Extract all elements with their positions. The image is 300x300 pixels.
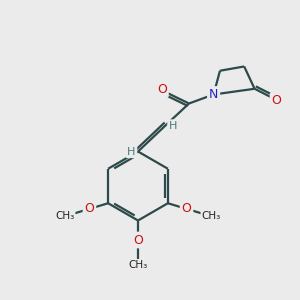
- Text: CH₃: CH₃: [56, 211, 75, 221]
- Text: O: O: [157, 83, 167, 96]
- Text: H: H: [169, 121, 177, 131]
- Text: CH₃: CH₃: [201, 211, 220, 221]
- Text: H: H: [127, 146, 136, 157]
- Text: O: O: [272, 94, 281, 107]
- Text: O: O: [182, 202, 191, 215]
- Text: CH₃: CH₃: [128, 260, 148, 270]
- Text: O: O: [133, 233, 143, 247]
- Text: O: O: [85, 202, 94, 215]
- Text: N: N: [209, 88, 218, 101]
